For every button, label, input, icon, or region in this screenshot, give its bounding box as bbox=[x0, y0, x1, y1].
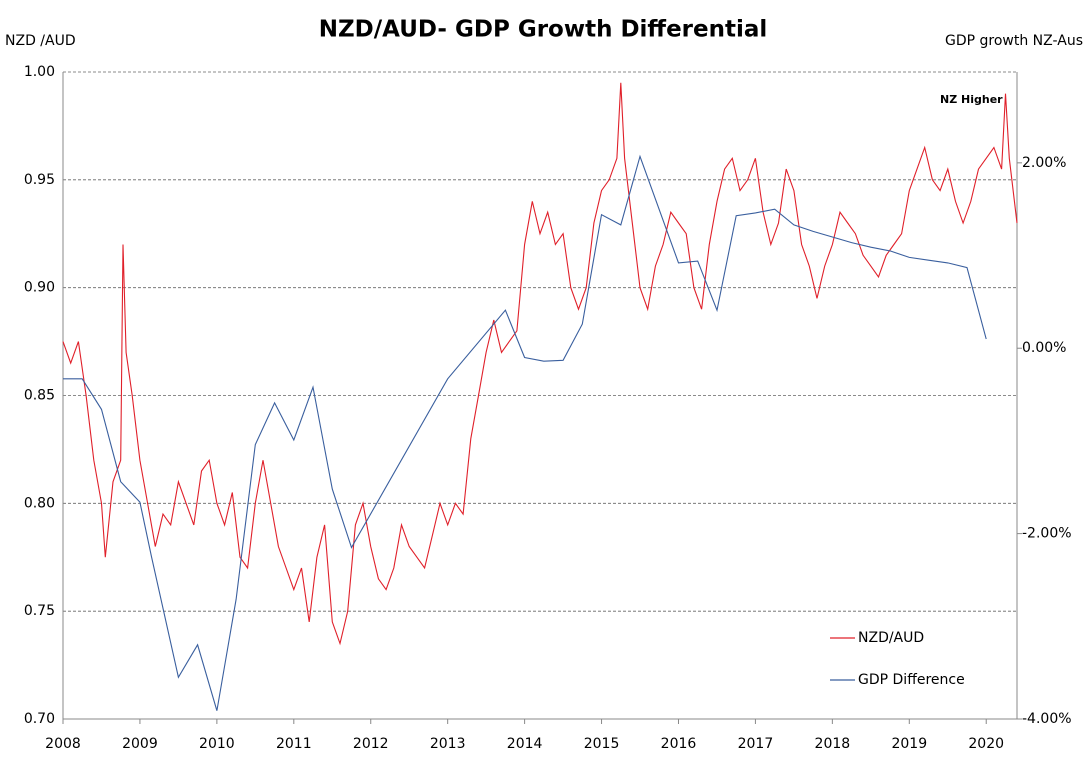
x-tick-label: 2012 bbox=[353, 736, 389, 752]
legend-label: NZD/AUD bbox=[858, 630, 924, 646]
y-tick-label: 0.75 bbox=[24, 603, 55, 619]
x-tick-label: 2019 bbox=[891, 736, 927, 752]
x-tick-label: 2014 bbox=[507, 736, 543, 752]
x-tick-label: 2011 bbox=[276, 736, 312, 752]
x-tick-label: 2017 bbox=[738, 736, 774, 752]
y2-tick-label: 2.00% bbox=[1022, 155, 1066, 171]
y-tick-label: 1.00 bbox=[24, 64, 55, 80]
y-tick-label: 0.85 bbox=[24, 388, 55, 404]
y-tick-label: 0.80 bbox=[24, 495, 55, 511]
annotation: NZ Higher bbox=[940, 93, 1003, 106]
x-tick-label: 2015 bbox=[584, 736, 620, 752]
x-tick-label: 2009 bbox=[122, 736, 158, 752]
y-tick-label: 0.70 bbox=[24, 711, 55, 727]
series-line bbox=[63, 154, 987, 711]
legend-label: GDP Difference bbox=[858, 672, 965, 688]
x-tick-label: 2020 bbox=[968, 736, 1004, 752]
y-tick-label: 0.95 bbox=[24, 172, 55, 188]
y2-tick-label: -2.00% bbox=[1022, 526, 1072, 542]
x-tick-label: 2016 bbox=[661, 736, 697, 752]
y-axis-title: NZD /AUD bbox=[5, 33, 76, 49]
x-tick-label: 2013 bbox=[430, 736, 466, 752]
y-tick-label: 0.90 bbox=[24, 280, 55, 296]
y2-tick-label: 0.00% bbox=[1022, 340, 1066, 356]
y2-tick-label: -4.00% bbox=[1022, 711, 1072, 727]
x-tick-label: 2018 bbox=[815, 736, 851, 752]
y2-axis-title: GDP growth NZ-Aus bbox=[945, 33, 1083, 49]
x-tick-label: 2010 bbox=[199, 736, 235, 752]
x-tick-label: 2008 bbox=[45, 736, 81, 752]
series-line bbox=[62, 82, 1018, 646]
chart-title: NZD/AUD- GDP Growth Differential bbox=[319, 17, 768, 43]
